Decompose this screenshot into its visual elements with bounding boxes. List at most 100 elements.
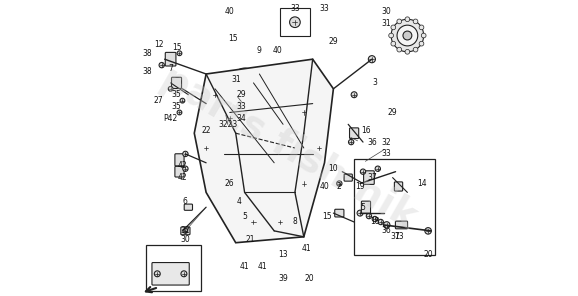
- FancyBboxPatch shape: [395, 221, 407, 229]
- Text: 8: 8: [292, 218, 297, 226]
- Circle shape: [227, 115, 233, 121]
- Text: 35: 35: [172, 102, 181, 111]
- Circle shape: [183, 229, 188, 233]
- Text: 33: 33: [320, 4, 329, 13]
- Text: parts fish nik: parts fish nik: [154, 59, 424, 237]
- Text: 3223: 3223: [218, 120, 238, 129]
- Text: 31: 31: [382, 19, 391, 28]
- FancyBboxPatch shape: [184, 204, 192, 210]
- Circle shape: [290, 17, 300, 28]
- Text: 16: 16: [361, 126, 370, 135]
- FancyBboxPatch shape: [175, 154, 184, 166]
- Text: 33: 33: [237, 102, 246, 111]
- Circle shape: [168, 86, 173, 91]
- Text: P42: P42: [164, 114, 177, 123]
- Text: 36: 36: [382, 226, 391, 235]
- Circle shape: [397, 19, 402, 24]
- FancyBboxPatch shape: [175, 166, 184, 177]
- Circle shape: [397, 25, 418, 46]
- Text: 40: 40: [225, 7, 235, 16]
- Circle shape: [425, 228, 431, 234]
- Text: 29: 29: [388, 108, 398, 117]
- Text: 5: 5: [361, 203, 365, 212]
- FancyBboxPatch shape: [172, 77, 181, 89]
- Text: 37: 37: [391, 232, 401, 241]
- Circle shape: [366, 213, 372, 219]
- Text: 3: 3: [372, 78, 377, 87]
- Circle shape: [183, 151, 188, 157]
- Circle shape: [419, 41, 424, 46]
- FancyBboxPatch shape: [361, 201, 370, 213]
- Text: 36: 36: [367, 138, 377, 147]
- FancyBboxPatch shape: [335, 209, 344, 217]
- Circle shape: [357, 210, 363, 216]
- Circle shape: [375, 166, 380, 171]
- FancyBboxPatch shape: [394, 182, 403, 191]
- Circle shape: [405, 49, 410, 54]
- Text: 2: 2: [337, 182, 342, 191]
- Circle shape: [391, 25, 396, 30]
- Text: 30: 30: [382, 7, 391, 16]
- Circle shape: [203, 145, 209, 151]
- Circle shape: [180, 98, 185, 103]
- Circle shape: [372, 216, 377, 222]
- Text: 32: 32: [382, 138, 391, 147]
- Circle shape: [351, 92, 357, 98]
- Circle shape: [177, 110, 182, 115]
- Text: 13: 13: [394, 232, 403, 241]
- Text: 34: 34: [237, 114, 246, 123]
- Circle shape: [183, 166, 188, 171]
- Circle shape: [349, 139, 354, 145]
- Text: 31: 31: [231, 75, 240, 84]
- Circle shape: [177, 51, 182, 56]
- Circle shape: [368, 56, 376, 63]
- Text: 20: 20: [423, 250, 433, 259]
- Text: 41: 41: [240, 262, 250, 271]
- Text: 21: 21: [246, 235, 255, 244]
- Circle shape: [250, 198, 268, 216]
- Text: 20: 20: [305, 274, 314, 283]
- Text: 14: 14: [417, 179, 427, 188]
- Text: 32: 32: [180, 226, 190, 235]
- Circle shape: [181, 271, 187, 277]
- Circle shape: [360, 169, 366, 174]
- Text: 33: 33: [382, 149, 391, 158]
- Circle shape: [391, 19, 424, 52]
- FancyBboxPatch shape: [350, 128, 359, 139]
- Circle shape: [159, 62, 164, 68]
- Text: 15: 15: [172, 43, 181, 52]
- Circle shape: [233, 68, 257, 92]
- Text: 41: 41: [302, 244, 312, 253]
- Text: 29: 29: [237, 90, 246, 99]
- Circle shape: [405, 17, 410, 22]
- Circle shape: [212, 92, 218, 98]
- Text: 40: 40: [320, 182, 329, 191]
- FancyBboxPatch shape: [146, 245, 201, 291]
- Text: 18: 18: [370, 218, 380, 226]
- Text: 38: 38: [142, 49, 152, 58]
- Text: 27: 27: [154, 96, 164, 105]
- Circle shape: [378, 219, 383, 225]
- Text: 22: 22: [201, 126, 211, 135]
- Circle shape: [413, 47, 418, 52]
- FancyBboxPatch shape: [280, 8, 310, 36]
- Text: 6: 6: [183, 197, 188, 206]
- Polygon shape: [194, 59, 334, 243]
- Text: 33: 33: [290, 4, 300, 13]
- FancyBboxPatch shape: [152, 263, 189, 285]
- FancyBboxPatch shape: [364, 171, 374, 184]
- Text: 42: 42: [177, 173, 187, 182]
- Circle shape: [277, 219, 283, 225]
- Circle shape: [419, 25, 424, 30]
- FancyBboxPatch shape: [344, 174, 353, 181]
- Text: 19: 19: [355, 182, 365, 191]
- Text: 13: 13: [278, 250, 288, 259]
- Circle shape: [383, 222, 390, 228]
- Text: 38: 38: [142, 67, 152, 75]
- Text: 42: 42: [177, 161, 187, 170]
- Text: 9: 9: [257, 46, 262, 55]
- Text: 29: 29: [328, 37, 338, 46]
- Circle shape: [301, 110, 307, 115]
- Text: 7: 7: [168, 64, 173, 73]
- Text: 35: 35: [172, 90, 181, 99]
